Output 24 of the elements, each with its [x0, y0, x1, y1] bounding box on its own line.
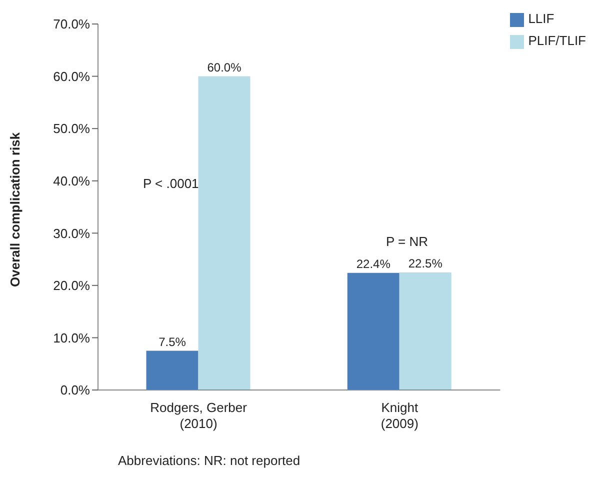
y-tick-label: 60.0% [53, 68, 90, 84]
data-label: 60.0% [207, 60, 242, 74]
bar [399, 272, 452, 390]
y-tick-label: 10.0% [53, 330, 90, 346]
y-tick-label: 30.0% [53, 226, 90, 241]
y-tick-label: 0.0% [60, 382, 90, 398]
annotation: P < .0001 [143, 176, 199, 191]
y-tick-label: 40.0% [53, 173, 90, 188]
bar [347, 272, 400, 390]
bar [198, 76, 250, 390]
annotation: P = NR [386, 234, 428, 249]
data-label: 22.5% [408, 256, 443, 270]
x-tick-label: Rodgers, Gerber (2010) [150, 400, 248, 431]
x-tick-label: Knight (2009) [380, 400, 418, 431]
bar [146, 350, 198, 390]
y-tick-label: 70.0% [53, 16, 90, 32]
legend-label: PLIF/TLIF [528, 33, 586, 48]
data-label: 7.5% [158, 334, 186, 349]
text: Abbreviations: NR: not reported [118, 453, 300, 468]
y-tick-label: 20.0% [53, 278, 90, 294]
y-axis-title: Overall complication risk [8, 132, 23, 287]
data-label: 22.4% [356, 256, 391, 271]
y-tick-label: 50.0% [53, 121, 90, 136]
legend-label: LLIF [528, 11, 554, 26]
